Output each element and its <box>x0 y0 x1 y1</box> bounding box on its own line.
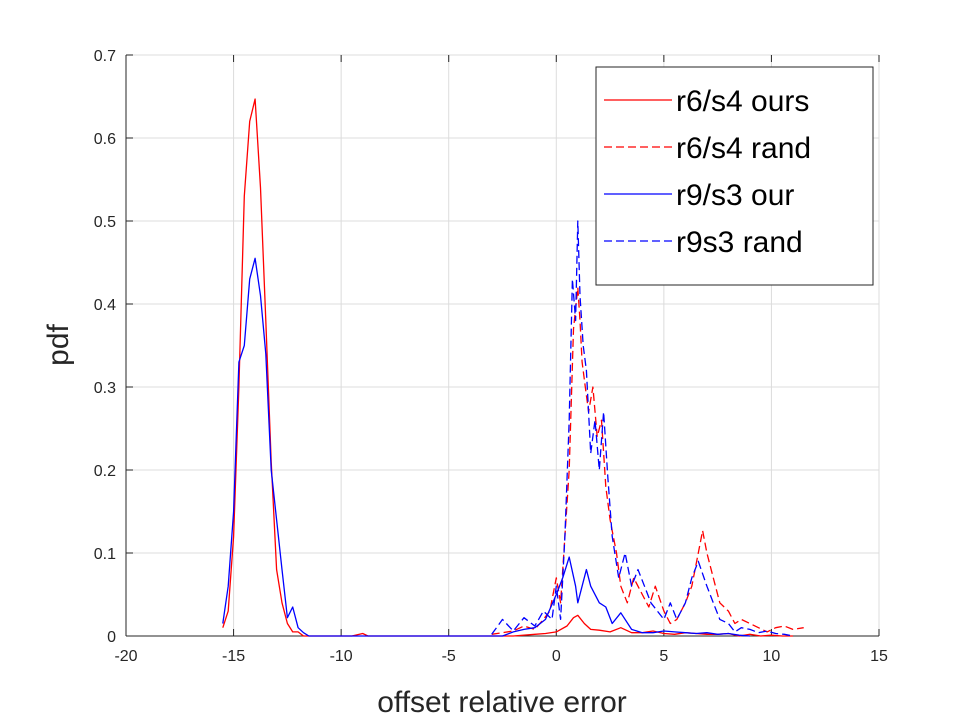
y-tick-label: 0.2 <box>94 463 116 480</box>
x-tick-label: -20 <box>114 648 137 665</box>
y-tick-label: 0.6 <box>94 131 116 148</box>
legend: r6/s4 ours r6/s4 rand r9/s3 our r9s3 rand <box>595 66 874 286</box>
x-axis-label: offset relative error <box>377 686 627 719</box>
legend-label: r9/s3 our <box>676 179 794 212</box>
x-tick-label: -15 <box>222 648 245 665</box>
series-line-4 <box>491 220 794 637</box>
y-tick-label: 0.4 <box>94 297 116 314</box>
x-tick-label: 0 <box>552 648 561 665</box>
legend-label: r6/s4 rand <box>676 132 811 165</box>
legend-label: r9s3 rand <box>676 226 803 259</box>
x-tick-label: 15 <box>870 648 888 665</box>
x-tick-label: -10 <box>330 648 353 665</box>
y-tick-label: 0.1 <box>94 546 116 563</box>
legend-box <box>595 66 874 286</box>
series-line-3 <box>222 257 750 637</box>
x-tick-label: -5 <box>442 648 456 665</box>
plot-series <box>222 98 804 637</box>
tick-labels: -20 -15 -10 -5 0 5 10 15 0 0.1 0.2 0.3 0.4 0.5 0.6 0.7 <box>94 48 888 665</box>
legend-label: r6/s4 ours <box>676 85 809 118</box>
y-axis-label: pdf <box>42 323 75 365</box>
y-tick-label: 0.3 <box>94 380 116 397</box>
y-tick-label: 0.5 <box>94 214 116 231</box>
y-tick-label: 0 <box>107 629 116 646</box>
y-tick-label: 0.7 <box>94 48 116 65</box>
x-tick-label: 5 <box>659 648 668 665</box>
x-tick-label: 10 <box>763 648 781 665</box>
